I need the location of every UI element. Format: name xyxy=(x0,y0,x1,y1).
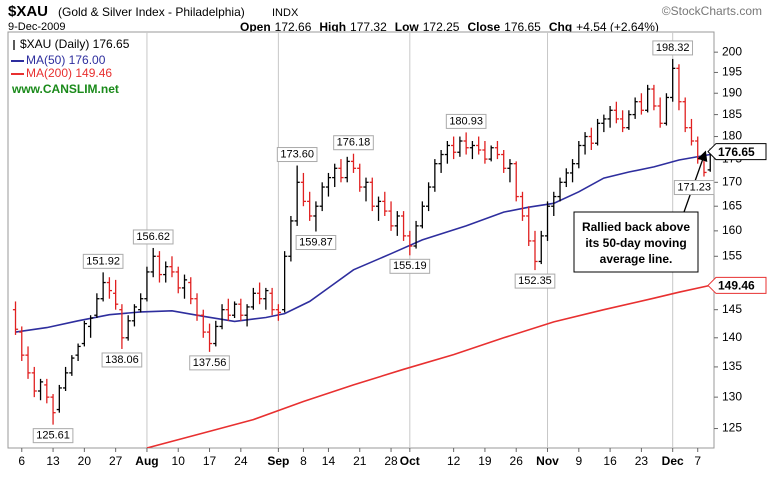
y-tick-label: 140 xyxy=(722,330,742,344)
annotation-box xyxy=(101,352,143,368)
symbol: $XAU xyxy=(8,3,48,20)
x-tick-label: 12 xyxy=(447,454,461,468)
x-tick-label: 27 xyxy=(109,454,123,468)
x-tick-label: 9 xyxy=(575,454,582,468)
exchange: INDX xyxy=(272,7,299,19)
x-tick-label: 7 xyxy=(694,454,701,468)
annotation-box xyxy=(673,180,715,196)
annotation-box xyxy=(295,235,337,251)
quote-value: 172.66 xyxy=(275,20,312,34)
y-tick-label: 145 xyxy=(722,302,742,316)
axes: 1251301351401451501551601651701751801851… xyxy=(18,44,742,468)
annotation: 171.23 xyxy=(677,181,711,193)
x-tick-label: 8 xyxy=(300,454,307,468)
y-tick-label: 190 xyxy=(722,85,742,99)
legend-label: MA(50) 176.00 xyxy=(26,53,106,67)
y-tick-label: 125 xyxy=(722,421,742,435)
y-tick-label: 170 xyxy=(722,174,742,188)
annotation: 198.32 xyxy=(656,42,690,54)
x-tick-label: 13 xyxy=(46,454,60,468)
plot xyxy=(12,58,713,448)
quote-value: 177.32 xyxy=(350,20,387,34)
callout-text: Rallied back above xyxy=(582,220,690,234)
x-tick-label: Dec xyxy=(662,454,684,468)
x-tick-label: Aug xyxy=(135,454,158,468)
x-tick-label: Sep xyxy=(267,454,289,468)
x-tick-label: 14 xyxy=(322,454,336,468)
callout: Rallied back above its 50-day moving avera… xyxy=(573,150,708,273)
y-tick-label: 200 xyxy=(722,44,742,58)
annotation-box xyxy=(189,355,230,371)
y-tick-label: 165 xyxy=(722,198,742,212)
annotation: 156.62 xyxy=(136,231,170,243)
y-tick-label: 160 xyxy=(722,223,742,237)
y-tick-label: 180 xyxy=(722,129,742,143)
annotation-box xyxy=(652,40,694,56)
annotation: 173.60 xyxy=(280,148,314,160)
quote-label: Open xyxy=(240,20,271,34)
y-tick-label: 185 xyxy=(722,107,742,121)
y-tick-label: 195 xyxy=(722,65,742,79)
annotation: 151.92 xyxy=(86,255,120,267)
quote-value: +4.54 (+2.64%) xyxy=(576,20,659,34)
x-tick-label: 19 xyxy=(478,454,492,468)
annotation: 155.19 xyxy=(393,260,427,272)
end-label-box xyxy=(707,276,767,294)
watermark: www.CANSLIM.net xyxy=(11,82,119,96)
callout-text: average line. xyxy=(600,252,673,266)
quote-value: 172.25 xyxy=(423,20,460,34)
annotation: 125.61 xyxy=(36,430,70,442)
annotation: 180.93 xyxy=(449,115,483,127)
x-tick-label: Nov xyxy=(536,454,559,468)
x-tick-label: 17 xyxy=(203,454,217,468)
x-tick-label: Oct xyxy=(400,454,420,468)
end-label: 149.46 xyxy=(718,279,755,293)
y-tick-label: 155 xyxy=(722,248,742,262)
copyright: ©StockCharts.com xyxy=(662,4,762,18)
annotation-box xyxy=(32,428,74,444)
annotation-box xyxy=(333,135,374,151)
quote-value: 176.65 xyxy=(504,20,541,34)
end-label-box xyxy=(707,143,767,161)
quote-label: Chg xyxy=(549,20,572,34)
x-tick-label: 26 xyxy=(510,454,524,468)
quote: Open 172.66 High 177.32 Low 172.25 Close 176.65… xyxy=(240,20,659,34)
annotation: 159.87 xyxy=(299,236,333,248)
annotation-box xyxy=(389,258,431,274)
annotation-box xyxy=(445,113,487,129)
quote-label: Low xyxy=(395,20,420,34)
annotation: 138.06 xyxy=(105,354,139,366)
callout-box xyxy=(573,211,699,273)
end-label: 176.65 xyxy=(718,145,755,159)
legend: $XAU (Daily) 176.65 MA(50) 176.00MA(200) … xyxy=(11,37,130,80)
ma-line xyxy=(146,284,711,448)
legend-label: MA(200) 149.46 xyxy=(26,66,112,80)
annotation: 176.18 xyxy=(337,137,371,149)
annotation-box xyxy=(82,253,124,269)
x-tick-label: 20 xyxy=(78,454,92,468)
y-tick-label: 130 xyxy=(722,389,742,403)
x-tick-label: 10 xyxy=(172,454,186,468)
annotation: 137.56 xyxy=(193,357,227,369)
date: 9-Dec-2009 xyxy=(8,21,65,33)
description: (Gold & Silver Index - Philadelphia) xyxy=(58,5,245,19)
legend-label: $XAU (Daily) 176.65 xyxy=(20,37,130,51)
annotation: 152.35 xyxy=(518,275,552,287)
x-tick-label: 28 xyxy=(384,454,398,468)
quote-label: Close xyxy=(467,20,500,34)
y-tick-label: 135 xyxy=(722,359,742,373)
annotation-box xyxy=(514,273,556,289)
callout-text: its 50-day moving xyxy=(585,236,686,250)
x-tick-label: 6 xyxy=(18,454,25,468)
x-tick-label: 21 xyxy=(353,454,367,468)
x-tick-label: 23 xyxy=(635,454,649,468)
x-tick-label: 16 xyxy=(603,454,617,468)
x-tick-label: 24 xyxy=(234,454,248,468)
annotation-box xyxy=(276,147,318,163)
quote-label: High xyxy=(319,20,346,34)
annotation-box xyxy=(132,229,174,245)
